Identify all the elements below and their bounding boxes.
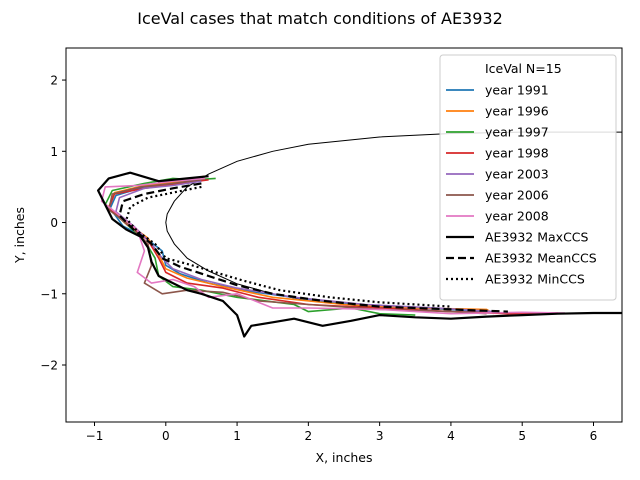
series-line-8 <box>118 182 508 313</box>
series-line-7 <box>96 171 622 338</box>
series-line-2 <box>104 177 416 316</box>
x-axis-label: X, inches <box>316 450 373 465</box>
y-tick-label: −1 <box>40 287 58 301</box>
plot-area <box>65 47 623 423</box>
series-line-6 <box>100 177 566 315</box>
y-axis: −2 −1 0 1 2 <box>40 74 66 373</box>
legend-label-1: year 1996 <box>485 104 549 119</box>
legend-label-0: year 1991 <box>485 83 549 98</box>
y-tick-label: 0 <box>50 216 58 230</box>
x-tick-label: 4 <box>447 429 455 443</box>
legend-box <box>439 54 617 301</box>
y-tick-label: 2 <box>50 74 58 88</box>
x-tick-label: 3 <box>376 429 384 443</box>
legend-label-8: AE3932 MeanCCS <box>485 251 597 266</box>
plot-frame <box>65 47 623 423</box>
legend-label-2: year 1997 <box>485 125 549 140</box>
x-tick-label: 1 <box>233 429 241 443</box>
x-axis: −1 0 1 2 3 4 5 6 <box>86 422 598 443</box>
x-tick-label: 0 <box>162 429 170 443</box>
x-tick-label: 2 <box>305 429 313 443</box>
legend-label-7: AE3932 MaxCCS <box>485 230 589 245</box>
legend-label-6: year 2008 <box>485 209 549 224</box>
legend-title: IceVal N=15 <box>485 61 562 76</box>
legend-label-5: year 2006 <box>485 188 549 203</box>
legend-label-9: AE3932 MinCCS <box>485 272 585 287</box>
series-line-9 <box>125 185 451 308</box>
legend: IceVal N=15 year 1991 year 1996 year 1997 ye… <box>439 54 617 301</box>
x-tick-label: 5 <box>518 429 526 443</box>
y-tick-label: −2 <box>40 359 58 373</box>
y-tick-label: 1 <box>50 145 58 159</box>
x-tick-label: 6 <box>590 429 598 443</box>
series-line-3 <box>108 179 558 315</box>
chart-title: IceVal cases that match conditions of AE… <box>137 9 503 28</box>
legend-label-4: year 2003 <box>485 167 549 182</box>
x-tick-label: −1 <box>86 429 104 443</box>
series-line-5 <box>108 179 487 315</box>
legend-label-3: year 1998 <box>485 146 549 161</box>
y-axis-label: Y, inches <box>12 207 27 264</box>
